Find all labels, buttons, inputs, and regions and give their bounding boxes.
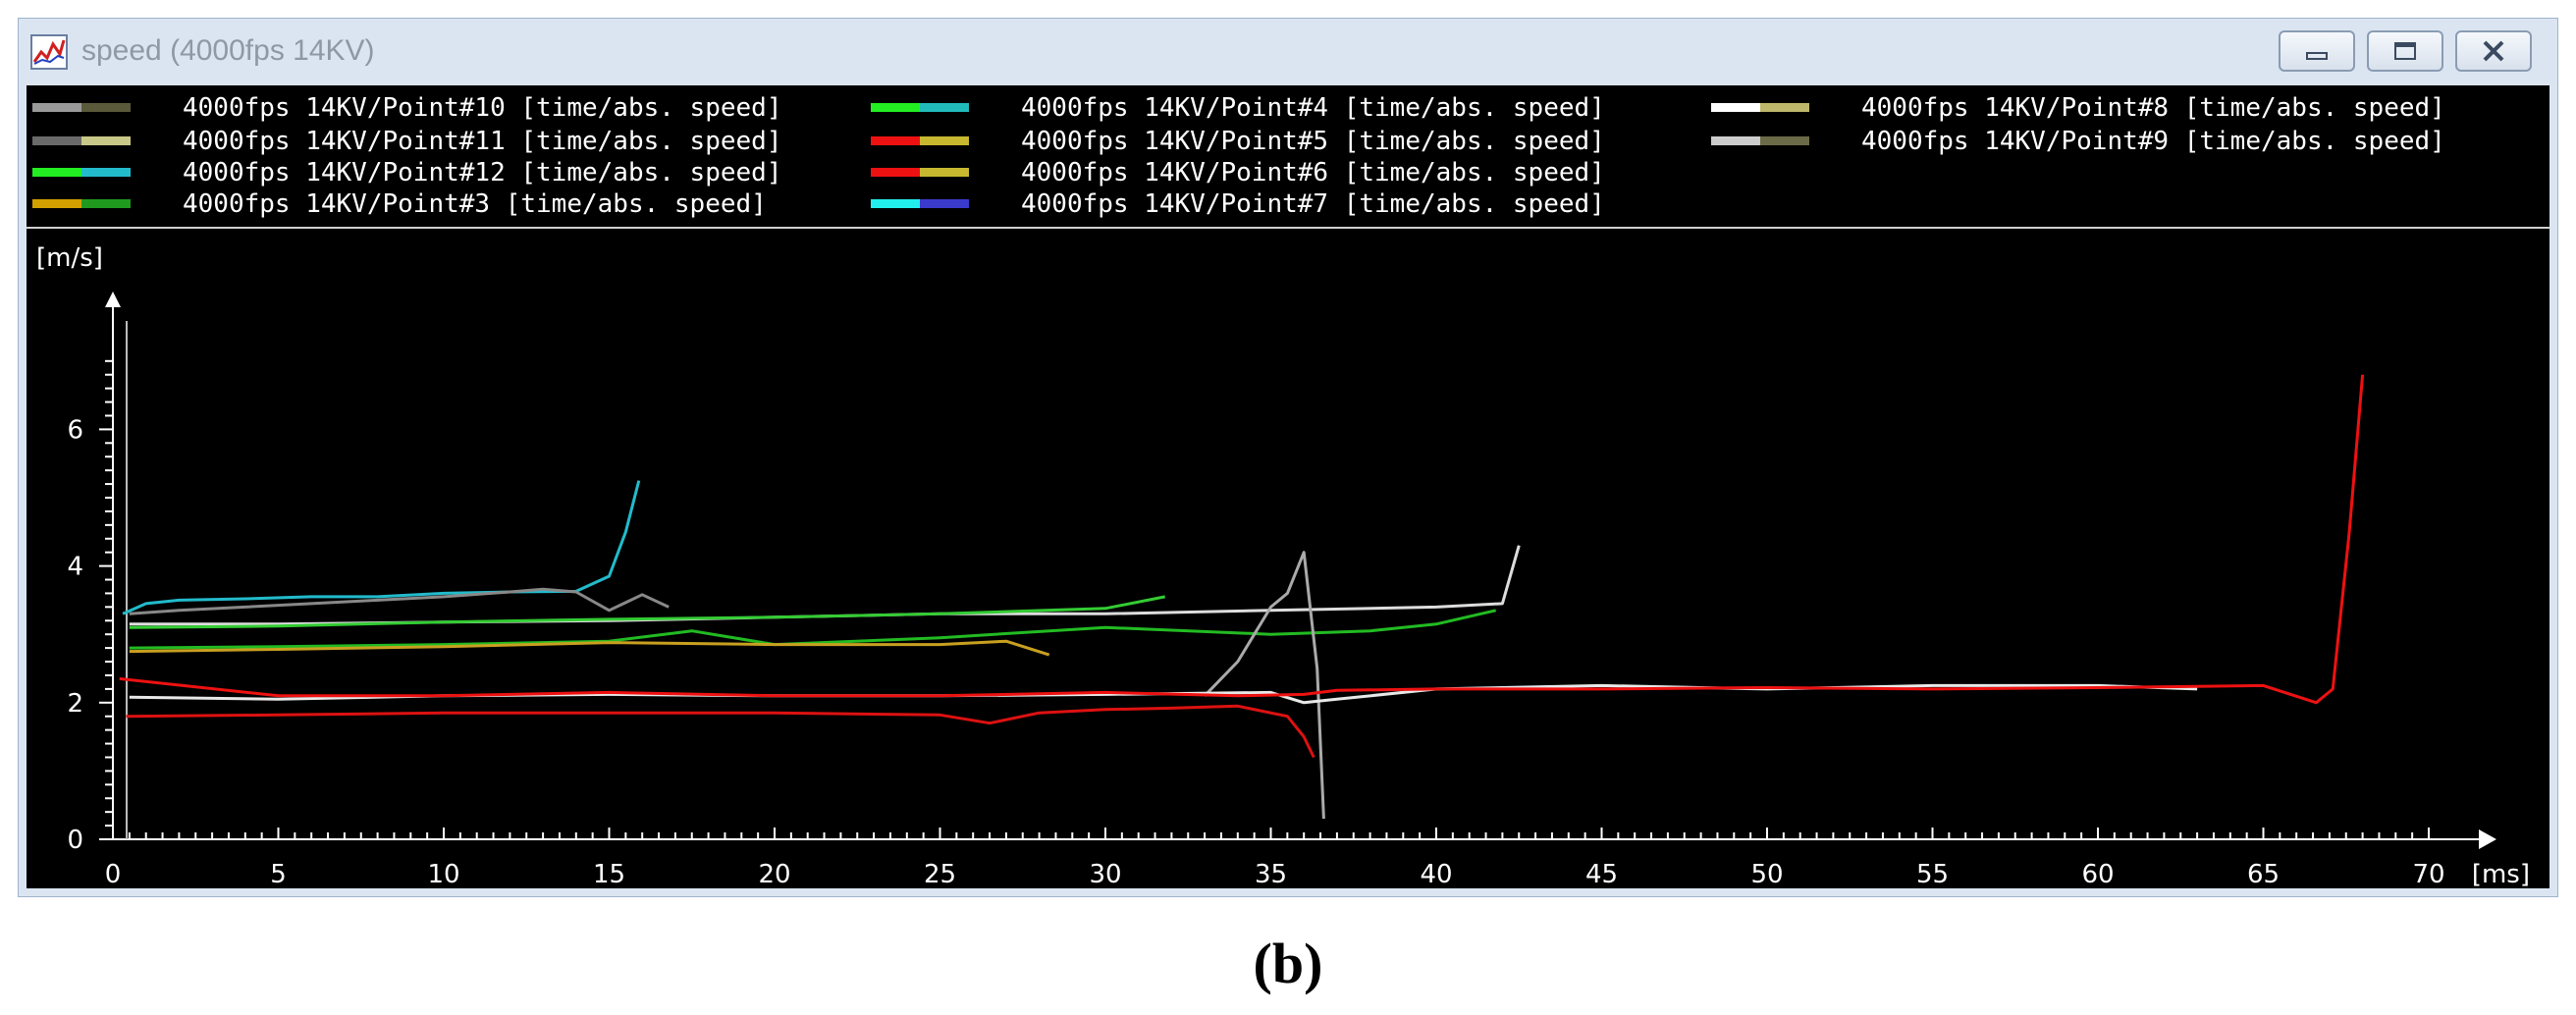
x-tick-label: 35: [1255, 860, 1287, 888]
legend-swatch: [1711, 136, 1760, 145]
x-tick-label: 45: [1585, 860, 1618, 888]
chart-app-icon: [30, 34, 68, 70]
x-axis-arrow: [2479, 829, 2496, 849]
app-window: speed (4000fps 14KV) 4000fps 14KV/Point#…: [18, 18, 2558, 897]
series-line: [1204, 551, 1325, 820]
y-tick-label: 6: [67, 415, 83, 445]
legend-label: 4000fps 14KV/Point#10 [time/abs. speed]: [183, 93, 782, 123]
legend-label: 4000fps 14KV/Point#3 [time/abs. speed]: [183, 189, 767, 219]
series-line: [129, 609, 1497, 650]
legend-swatch: [1760, 103, 1809, 112]
x-tick-label: 60: [2081, 860, 2114, 888]
legend-swatch: [81, 199, 131, 208]
x-axis-label: [ms]: [2472, 860, 2530, 888]
maximize-button[interactable]: [2367, 30, 2443, 72]
legend-label: 4000fps 14KV/Point#4 [time/abs. speed]: [1021, 93, 1605, 123]
y-axis-label: [m/s]: [36, 243, 103, 273]
legend-swatch: [920, 199, 969, 208]
x-tick-label: 55: [1916, 860, 1949, 888]
legend-swatch: [1760, 136, 1809, 145]
window-title: speed (4000fps 14KV): [81, 34, 375, 67]
close-icon: [2483, 40, 2504, 62]
chart: 0 5 10 15 20 25 30 35 40 45 50 55 60 65 70 [ms] 0 2 4 6 [m/s…: [36, 243, 2530, 888]
legend-swatch: [81, 136, 131, 145]
title-bar[interactable]: speed (4000fps 14KV): [19, 19, 2557, 85]
legend-swatch: [32, 103, 81, 112]
legend-swatch: [871, 103, 920, 112]
legend-label: 4000fps 14KV/Point#11 [time/abs. speed]: [183, 127, 782, 156]
legend-label: 4000fps 14KV/Point#12 [time/abs. speed]: [183, 158, 782, 187]
x-tick-label: 50: [1750, 860, 1783, 888]
series-line: [129, 595, 1165, 629]
minimize-icon: [2306, 52, 2328, 60]
legend-swatch: [920, 136, 969, 145]
legend-swatch: [871, 136, 920, 145]
x-tick-label: 70: [2412, 860, 2444, 888]
x-tick-label: 0: [105, 860, 122, 888]
x-tick-label: 25: [924, 860, 956, 888]
maximize-icon: [2394, 42, 2416, 60]
legend-swatch: [920, 168, 969, 177]
series-line: [126, 704, 1315, 759]
figure-caption: (b): [1253, 932, 1323, 995]
series-line: [122, 480, 641, 615]
legend-swatch: [920, 103, 969, 112]
legend-swatch: [32, 199, 81, 208]
legend-label: 4000fps 14KV/Point#7 [time/abs. speed]: [1021, 189, 1605, 219]
legend-label: 4000fps 14KV/Point#8 [time/abs. speed]: [1861, 93, 2445, 123]
y-tick-label: 2: [67, 689, 83, 719]
legend-swatch: [32, 136, 81, 145]
close-button[interactable]: [2455, 30, 2532, 72]
legend-swatch: [81, 103, 131, 112]
minimize-button[interactable]: [2279, 30, 2355, 72]
legend-swatch: [1711, 103, 1760, 112]
x-tick-label: 10: [427, 860, 459, 888]
x-tick-label: 5: [270, 860, 287, 888]
x-tick-label: 20: [758, 860, 790, 888]
plot-area: 4000fps 14KV/Point#10 [time/abs. speed] 4…: [27, 85, 2549, 888]
y-axis-arrow: [105, 292, 121, 307]
legend-swatch: [871, 199, 920, 208]
legend-label: 4000fps 14KV/Point#9 [time/abs. speed]: [1861, 127, 2445, 156]
series-line: [119, 374, 2365, 705]
x-tick-label: 15: [593, 860, 625, 888]
legend-label: 4000fps 14KV/Point#6 [time/abs. speed]: [1021, 158, 1605, 187]
series-line: [129, 639, 1050, 657]
legend-divider: [27, 227, 2549, 229]
legend-swatch: [871, 168, 920, 177]
series-line: [129, 587, 670, 615]
legend-label: 4000fps 14KV/Point#5 [time/abs. speed]: [1021, 127, 1605, 156]
legend-swatch: [81, 168, 131, 177]
x-tick-label: 65: [2247, 860, 2280, 888]
x-tick-label: 40: [1420, 860, 1452, 888]
y-tick-label: 0: [67, 826, 83, 855]
y-tick-label: 4: [67, 553, 83, 582]
x-tick-label: 30: [1089, 860, 1121, 888]
legend-swatch: [32, 168, 81, 177]
